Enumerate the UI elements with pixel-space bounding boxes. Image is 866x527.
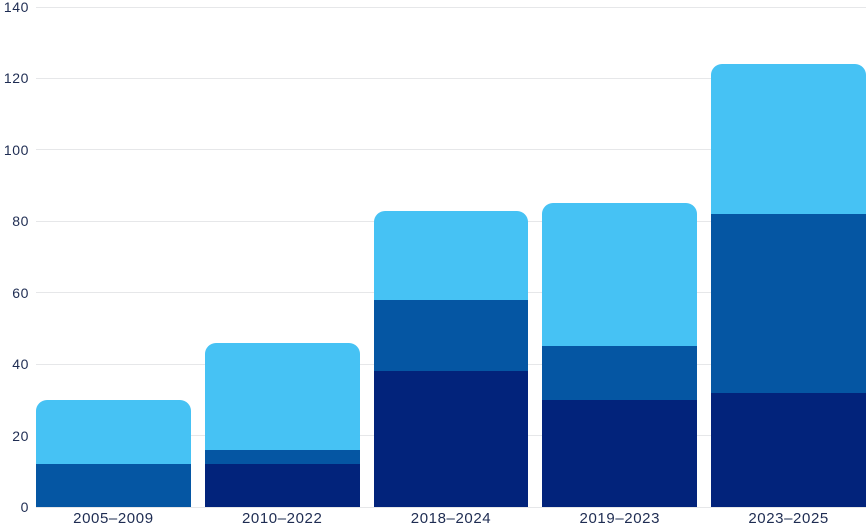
gridline <box>36 149 866 151</box>
bar-segment-bottom-dark-navy <box>204 464 360 507</box>
y-axis-tick-label: 40 <box>12 356 29 373</box>
bar-segment-top-light-blue <box>204 342 360 450</box>
x-axis-category-label: 2023–2025 <box>748 510 829 527</box>
bar-segment-bottom-dark-navy <box>711 392 866 507</box>
gridline <box>36 506 866 508</box>
bar-segment-bottom-dark-navy <box>542 399 698 507</box>
bar-segment-top-light-blue <box>373 210 529 300</box>
bar-segment-top-light-blue <box>542 203 698 347</box>
bar-segment-middle-medium-blue <box>204 449 360 465</box>
bar-segment-top-light-blue <box>711 64 866 215</box>
y-axis-tick-label: 100 <box>3 141 29 158</box>
y-axis-tick-label: 140 <box>3 0 29 15</box>
gridline <box>36 77 866 79</box>
bar-segment-bottom-dark-navy <box>373 371 529 507</box>
x-axis-category-label: 2018–2024 <box>410 510 492 527</box>
y-axis-tick-label: 120 <box>3 70 29 87</box>
bar-segment-middle-medium-blue <box>373 299 529 372</box>
x-axis-category-label: 2005–2009 <box>73 510 154 527</box>
bar-segment-middle-medium-blue <box>711 214 866 393</box>
x-axis-category-label: 2019–2023 <box>579 510 661 527</box>
y-axis-tick-label: 20 <box>12 427 29 444</box>
y-axis-tick-label: 0 <box>20 499 29 515</box>
y-axis-tick-label: 80 <box>12 213 29 230</box>
bar-segment-top-light-blue <box>36 399 191 465</box>
x-axis-category-label: 2010–2022 <box>241 510 323 527</box>
bar-segment-middle-medium-blue <box>542 346 698 400</box>
gridline <box>36 6 866 8</box>
bar-segment-middle-medium-blue <box>36 464 191 507</box>
y-axis-tick-label: 60 <box>12 284 29 301</box>
